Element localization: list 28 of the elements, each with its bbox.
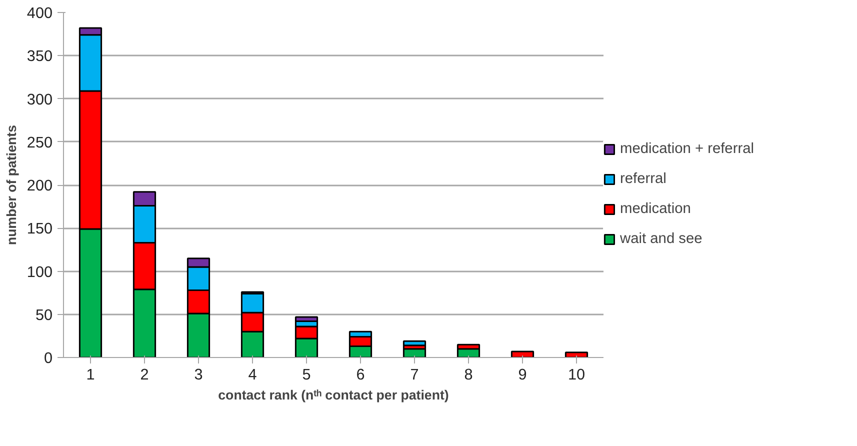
x-tick-label: 6 <box>356 366 365 384</box>
bar <box>564 352 588 358</box>
x-tick-label: 3 <box>194 366 203 384</box>
x-axis-title: contact rank (nᵗʰ contact per patient) <box>218 388 449 402</box>
y-tick-label: 250 <box>26 134 53 152</box>
x-tick-label: 10 <box>568 366 586 384</box>
y-tick-label: 400 <box>26 5 53 22</box>
legend-label: wait and see <box>620 231 702 247</box>
y-tick-label: 350 <box>26 48 53 66</box>
x-tick-label: 7 <box>410 366 419 384</box>
y-tick-label: 200 <box>26 178 53 194</box>
x-tick-label: 8 <box>464 366 473 384</box>
x-tick-label: 9 <box>518 366 527 384</box>
y-axis-title: number of patients <box>4 125 19 245</box>
x-tick-label: 5 <box>302 366 311 384</box>
legend-label: referral <box>620 171 666 187</box>
y-tick-label: 300 <box>26 91 53 108</box>
legend-label: medication <box>620 201 691 217</box>
x-tick-label: 2 <box>140 366 149 384</box>
y-tick-label: 150 <box>26 220 53 238</box>
y-tick-label: 100 <box>26 264 53 281</box>
bar <box>402 340 426 346</box>
y-tick-label: 0 <box>44 350 53 367</box>
legend-label: medication + referral <box>620 141 754 157</box>
y-tick-label: 50 <box>35 306 53 324</box>
bar <box>510 350 534 358</box>
x-tick-label: 4 <box>248 366 258 384</box>
x-tick-label: 1 <box>86 366 95 384</box>
